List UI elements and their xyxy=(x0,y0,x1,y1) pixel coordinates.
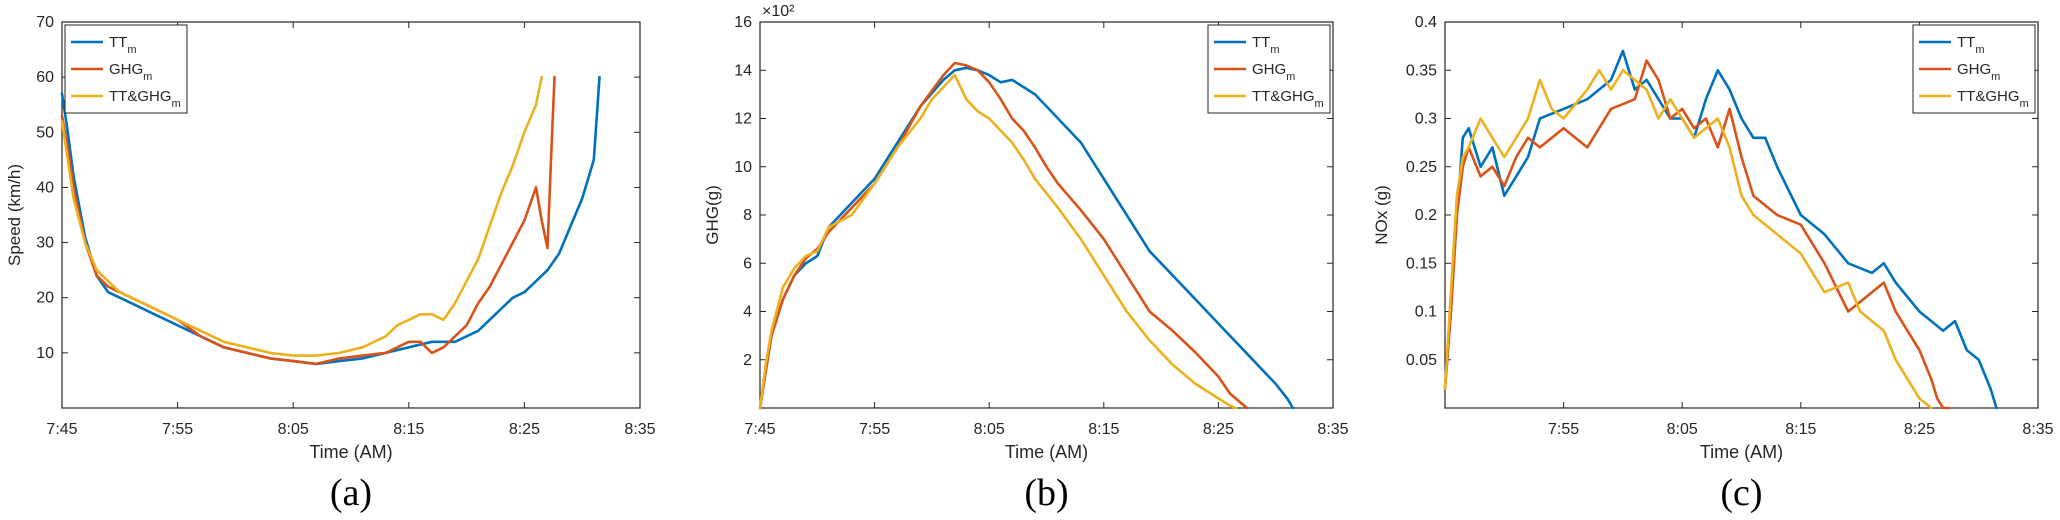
y-tick-label: 40 xyxy=(36,179,54,196)
legend-subscript: m xyxy=(1315,98,1324,110)
x-tick-label: 8:05 xyxy=(278,421,309,438)
x-tick-label: 8:35 xyxy=(624,421,655,438)
y-tick-label: 14 xyxy=(734,62,752,79)
y-tick-label: 50 xyxy=(36,124,54,141)
legend-subscript: m xyxy=(1975,44,1984,56)
legend-label-both: TT&GHGm xyxy=(1957,88,2029,110)
legend-label-tt: TTm xyxy=(1957,34,1985,56)
series-line-both xyxy=(758,73,1237,410)
y-axis-label: NOx (g) xyxy=(1372,185,1391,245)
x-tick-label: 7:45 xyxy=(744,421,775,438)
x-tick-label: 7:55 xyxy=(162,421,193,438)
legend-label-tt: TTm xyxy=(109,34,137,56)
x-tick-label: 8:25 xyxy=(1203,421,1234,438)
y-tick-label: 30 xyxy=(36,235,54,252)
series-line-both xyxy=(60,75,544,357)
legend-name: TT xyxy=(109,34,127,51)
x-tick-label: 7:45 xyxy=(46,421,77,438)
legend-name: TT xyxy=(1252,34,1270,51)
legend-subscript: m xyxy=(1286,71,1295,83)
x-axis-label: Time (AM) xyxy=(309,442,392,462)
y-tick-label: 0.4 xyxy=(1415,14,1437,31)
y-tick-label: 2 xyxy=(743,352,752,369)
x-tick-label: 8:05 xyxy=(1667,421,1698,438)
legend-label-ghg: GHGm xyxy=(1957,61,2000,83)
legend-name: TT&GHG xyxy=(1252,88,1315,105)
legend-subscript: m xyxy=(143,71,152,83)
y-tick-label: 6 xyxy=(743,255,752,272)
legend-name: TT&GHG xyxy=(1957,88,2020,105)
x-tick-label: 8:25 xyxy=(509,421,540,438)
x-axis-label: Time (AM) xyxy=(1005,442,1088,462)
legend-label-ghg: GHGm xyxy=(1252,61,1295,83)
panel-caption: (a) xyxy=(330,472,372,514)
x-tick-label: 8:25 xyxy=(1904,421,1935,438)
chart-panel-3: 7:55 8:05 8:15 8:25 8:35 0.05 0.1 0.15 0.2 0.25 0.… xyxy=(1372,14,2054,514)
y-tick-label: 0.25 xyxy=(1406,159,1437,176)
y-tick-label: 12 xyxy=(734,111,752,128)
series-line-both xyxy=(1443,69,1933,410)
x-tick-label: 7:55 xyxy=(859,421,890,438)
y-tick-label: 0.05 xyxy=(1406,352,1437,369)
y-tick-label: 0.2 xyxy=(1415,207,1437,224)
legend-label-both: TT&GHGm xyxy=(109,88,181,110)
y-axis-label: Speed (km/h) xyxy=(5,164,24,266)
legend-subscript: m xyxy=(1270,44,1279,56)
x-tick-label: 8:15 xyxy=(1088,421,1119,438)
legend-subscript: m xyxy=(172,98,181,110)
legend-label-both: TT&GHGm xyxy=(1252,88,1324,110)
y-tick-label: 20 xyxy=(36,290,54,307)
y-axis-label: GHG(g) xyxy=(703,185,722,245)
x-tick-label: 8:05 xyxy=(974,421,1005,438)
legend-label-ghg: GHGm xyxy=(109,61,152,83)
legend-name: GHG xyxy=(109,61,143,78)
legend-label-tt: TTm xyxy=(1252,34,1280,56)
series-line-tt xyxy=(60,75,601,366)
legend-name: TT xyxy=(1957,34,1975,51)
series-line-ghg xyxy=(1443,59,1951,410)
y-tick-label: 60 xyxy=(36,69,54,86)
series-line-ghg xyxy=(60,75,556,366)
y-tick-label: 70 xyxy=(36,14,54,31)
panel-caption: (c) xyxy=(1720,472,1762,514)
y-tick-label: 0.15 xyxy=(1406,255,1437,272)
x-tick-label: 7:55 xyxy=(1548,421,1579,438)
x-tick-label: 8:15 xyxy=(1785,421,1816,438)
x-tick-label: 8:35 xyxy=(1317,421,1348,438)
y-tick-label: 0.1 xyxy=(1415,304,1437,321)
x-tick-label: 8:15 xyxy=(393,421,424,438)
chart-panel-2: 7:45 7:55 8:05 8:15 8:25 8:35 2 4 6 8 10 12 14 16 Time… xyxy=(703,3,1349,514)
y-tick-label: 16 xyxy=(734,14,752,31)
y-tick-label: 8 xyxy=(743,207,752,224)
legend-subscript: m xyxy=(127,44,136,56)
chart-panel-1: 7:45 7:55 8:05 8:15 8:25 8:35 10 20 30 40 50 60 70 Ti… xyxy=(5,14,656,514)
y-tick-label: 4 xyxy=(743,304,752,321)
series-line-tt xyxy=(758,66,1295,410)
y-tick-label: 0.35 xyxy=(1406,62,1437,79)
y-tick-label: 0.3 xyxy=(1415,111,1437,128)
legend-name: GHG xyxy=(1252,61,1286,78)
x-axis-label: Time (AM) xyxy=(1700,442,1783,462)
y-tick-label: 10 xyxy=(734,159,752,176)
y-exponent-label: ×10² xyxy=(762,3,795,20)
panel-caption: (b) xyxy=(1024,472,1068,514)
x-tick-label: 8:35 xyxy=(2022,421,2053,438)
y-tick-label: 10 xyxy=(36,345,54,362)
legend-name: TT&GHG xyxy=(109,88,172,105)
legend-name: GHG xyxy=(1957,61,1991,78)
legend-subscript: m xyxy=(1991,71,2000,83)
legend-subscript: m xyxy=(2020,98,2029,110)
